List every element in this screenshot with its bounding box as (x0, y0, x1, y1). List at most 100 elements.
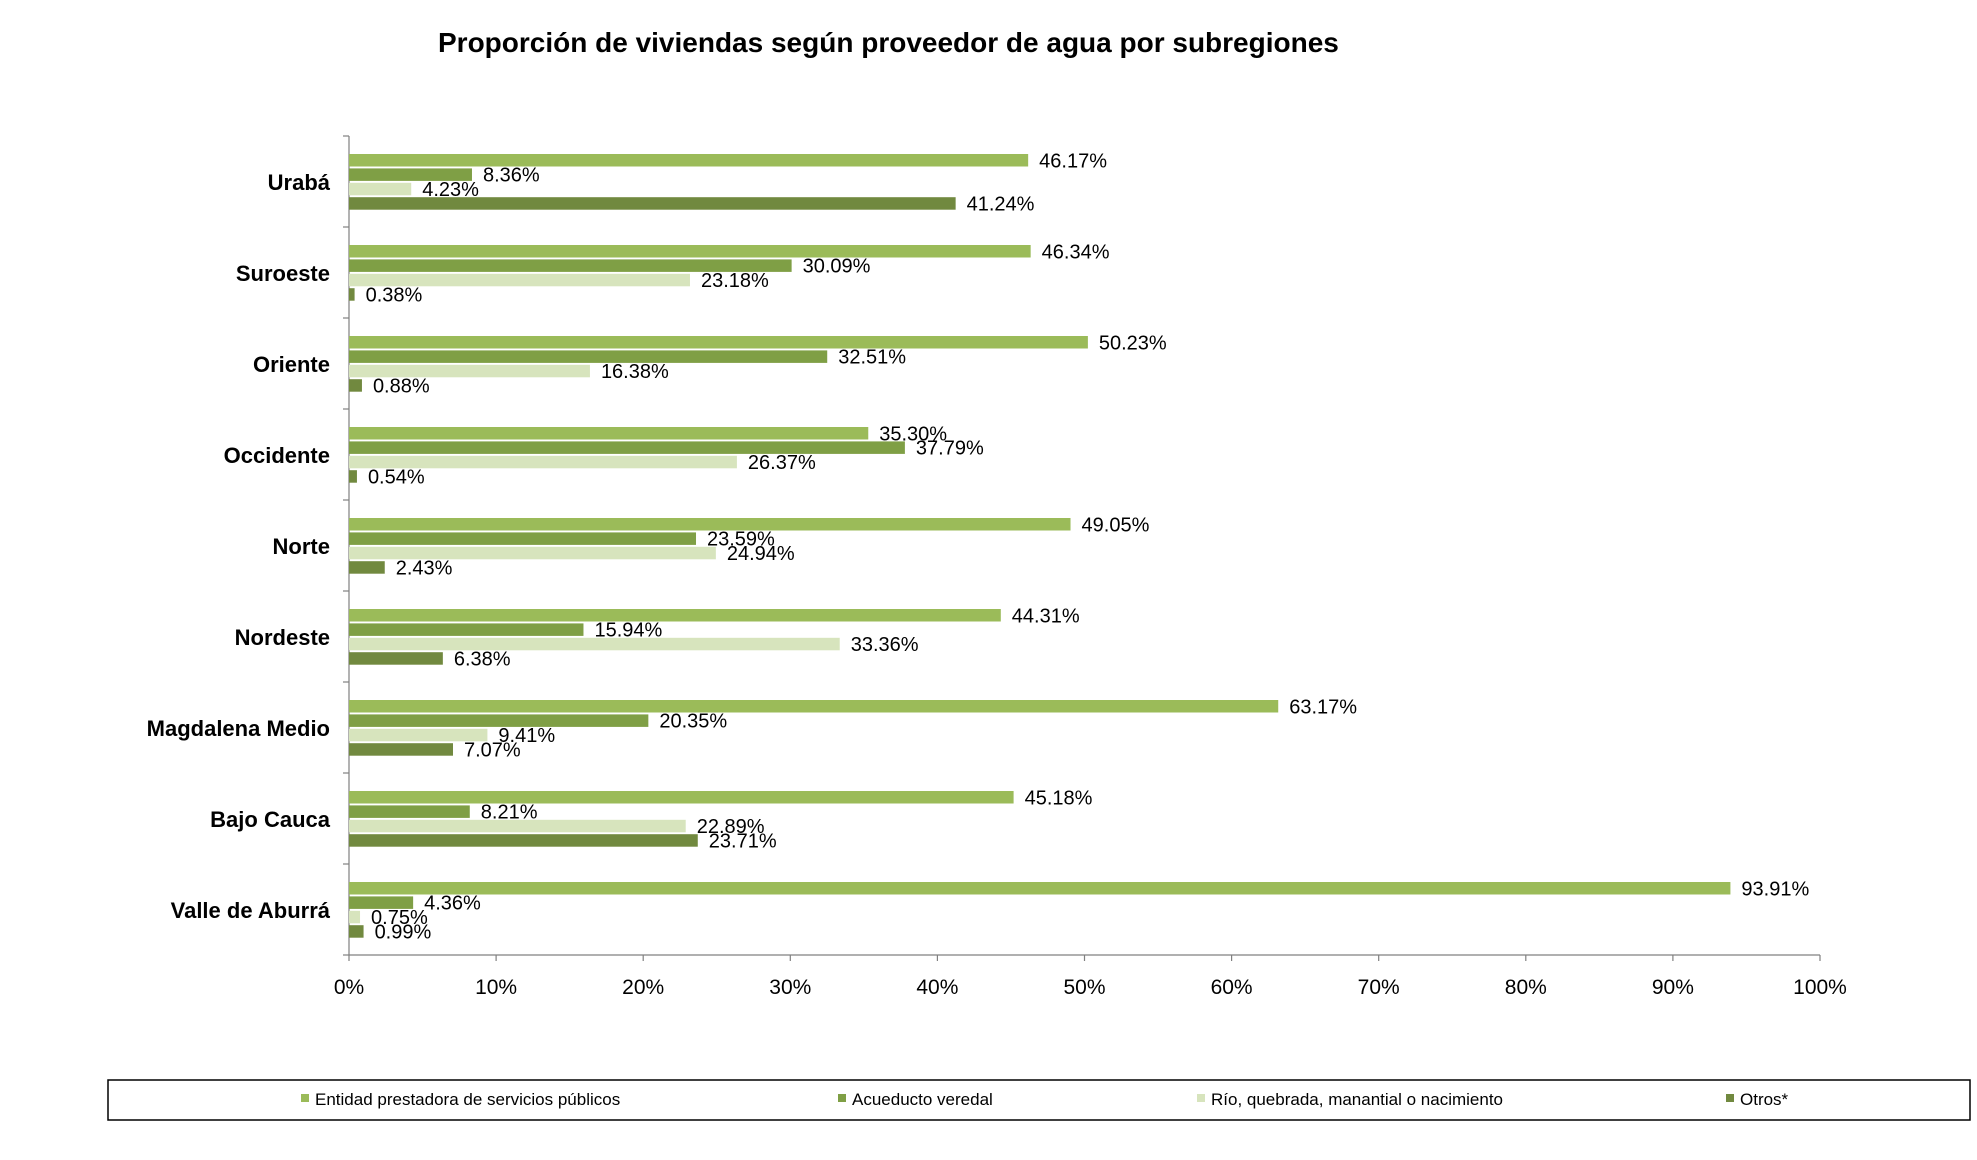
data-label: 35.30% (879, 423, 947, 445)
bar (349, 805, 470, 818)
bar (349, 455, 737, 469)
bar (349, 336, 1088, 349)
category-label: Norte (273, 534, 330, 559)
data-label: 8.36% (483, 165, 540, 187)
x-tick-label: 0% (334, 976, 364, 999)
bar (349, 518, 1071, 531)
plot-area: 0% 10% 20% 30% 40% 50% 60% 70% 80% 90% 100% Urabá 46… (147, 135, 1847, 999)
bar (349, 819, 686, 833)
category-label: Occidente (224, 443, 330, 468)
chart-title: Proporción de viviendas según proveedor … (438, 27, 1339, 58)
category-label: Valle de Aburrá (171, 898, 331, 923)
data-label: 15.94% (594, 620, 662, 642)
bar (349, 561, 385, 574)
bar (349, 896, 414, 909)
data-label: 37.79% (916, 438, 984, 460)
category-label: Oriente (253, 352, 330, 377)
bar (349, 700, 1279, 713)
bar (349, 259, 792, 272)
data-label: 4.36% (424, 893, 481, 915)
bar (349, 637, 840, 651)
data-label: 44.31% (1012, 605, 1080, 627)
data-label: 63.17% (1289, 696, 1357, 718)
bar (349, 882, 1731, 895)
x-tick-label: 20% (622, 976, 664, 999)
data-label: 46.17% (1039, 150, 1107, 172)
data-label: 16.38% (601, 361, 669, 383)
bar (349, 288, 355, 301)
category-label: Bajo Cauca (210, 807, 331, 832)
data-label: 24.94% (727, 543, 795, 565)
bar (349, 441, 905, 454)
category-label: Nordeste (235, 625, 330, 650)
data-label: 49.05% (1082, 514, 1150, 536)
data-label: 50.23% (1099, 332, 1167, 354)
data-label: 93.91% (1741, 878, 1809, 900)
bar (349, 273, 690, 287)
bar (349, 154, 1029, 167)
data-label: 23.18% (701, 270, 769, 292)
data-label: 0.88% (373, 375, 430, 397)
bar (349, 791, 1014, 804)
x-tick-label: 30% (769, 976, 811, 999)
bar (349, 910, 361, 924)
legend-label: Otros* (1740, 1090, 1789, 1109)
bar (349, 182, 412, 196)
data-label: 9.41% (498, 725, 555, 747)
data-label: 0.99% (375, 921, 432, 943)
bar (349, 925, 364, 938)
x-tick-label: 100% (1793, 976, 1847, 999)
data-label: 4.23% (422, 179, 479, 201)
bar (349, 532, 697, 545)
category-label: Suroeste (236, 261, 330, 286)
bar (349, 245, 1031, 258)
bar (349, 470, 357, 483)
legend-label: Río, quebrada, manantial o nacimiento (1211, 1090, 1503, 1109)
legend-swatch (1726, 1094, 1734, 1102)
legend-label: Acueducto veredal (852, 1090, 993, 1109)
bar (349, 743, 453, 756)
data-label: 33.36% (851, 634, 919, 656)
bar (349, 652, 443, 665)
x-tick-label: 40% (916, 976, 958, 999)
bar (349, 714, 649, 727)
bar (349, 379, 362, 392)
data-label: 6.38% (454, 648, 511, 670)
data-label: 22.89% (697, 816, 765, 838)
x-tick-label: 60% (1211, 976, 1253, 999)
data-label: 30.09% (803, 256, 871, 278)
data-label: 32.51% (838, 347, 906, 369)
legend-swatch (838, 1094, 846, 1102)
bar (349, 728, 488, 742)
data-label: 23.59% (707, 529, 775, 551)
data-label: 41.24% (967, 193, 1035, 215)
data-label: 0.54% (368, 466, 425, 488)
data-label: 0.38% (366, 284, 423, 306)
x-tick-label: 50% (1063, 976, 1105, 999)
data-label: 2.43% (396, 557, 453, 579)
data-label: 0.75% (371, 907, 428, 929)
legend-swatch (301, 1094, 309, 1102)
legend-label: Entidad prestadora de servicios públicos (315, 1090, 620, 1109)
category-label: Magdalena Medio (147, 716, 330, 741)
data-label: 26.37% (748, 452, 816, 474)
bar (349, 427, 869, 440)
x-tick-label: 80% (1505, 976, 1547, 999)
data-label: 20.35% (659, 711, 727, 733)
bar (349, 197, 956, 210)
x-tick-label: 70% (1358, 976, 1400, 999)
data-label: 8.21% (481, 802, 538, 824)
legend-swatch (1197, 1094, 1205, 1102)
bar (349, 834, 698, 847)
data-label: 23.71% (709, 830, 777, 852)
x-tick-label: 10% (475, 976, 517, 999)
category-label: Urabá (268, 170, 331, 195)
legend: Entidad prestadora de servicios públicos… (107, 1079, 1971, 1121)
x-tick-label: 90% (1652, 976, 1694, 999)
bar (349, 623, 584, 636)
bar (349, 168, 472, 181)
bar (349, 609, 1001, 622)
legend-box (107, 1079, 1971, 1121)
